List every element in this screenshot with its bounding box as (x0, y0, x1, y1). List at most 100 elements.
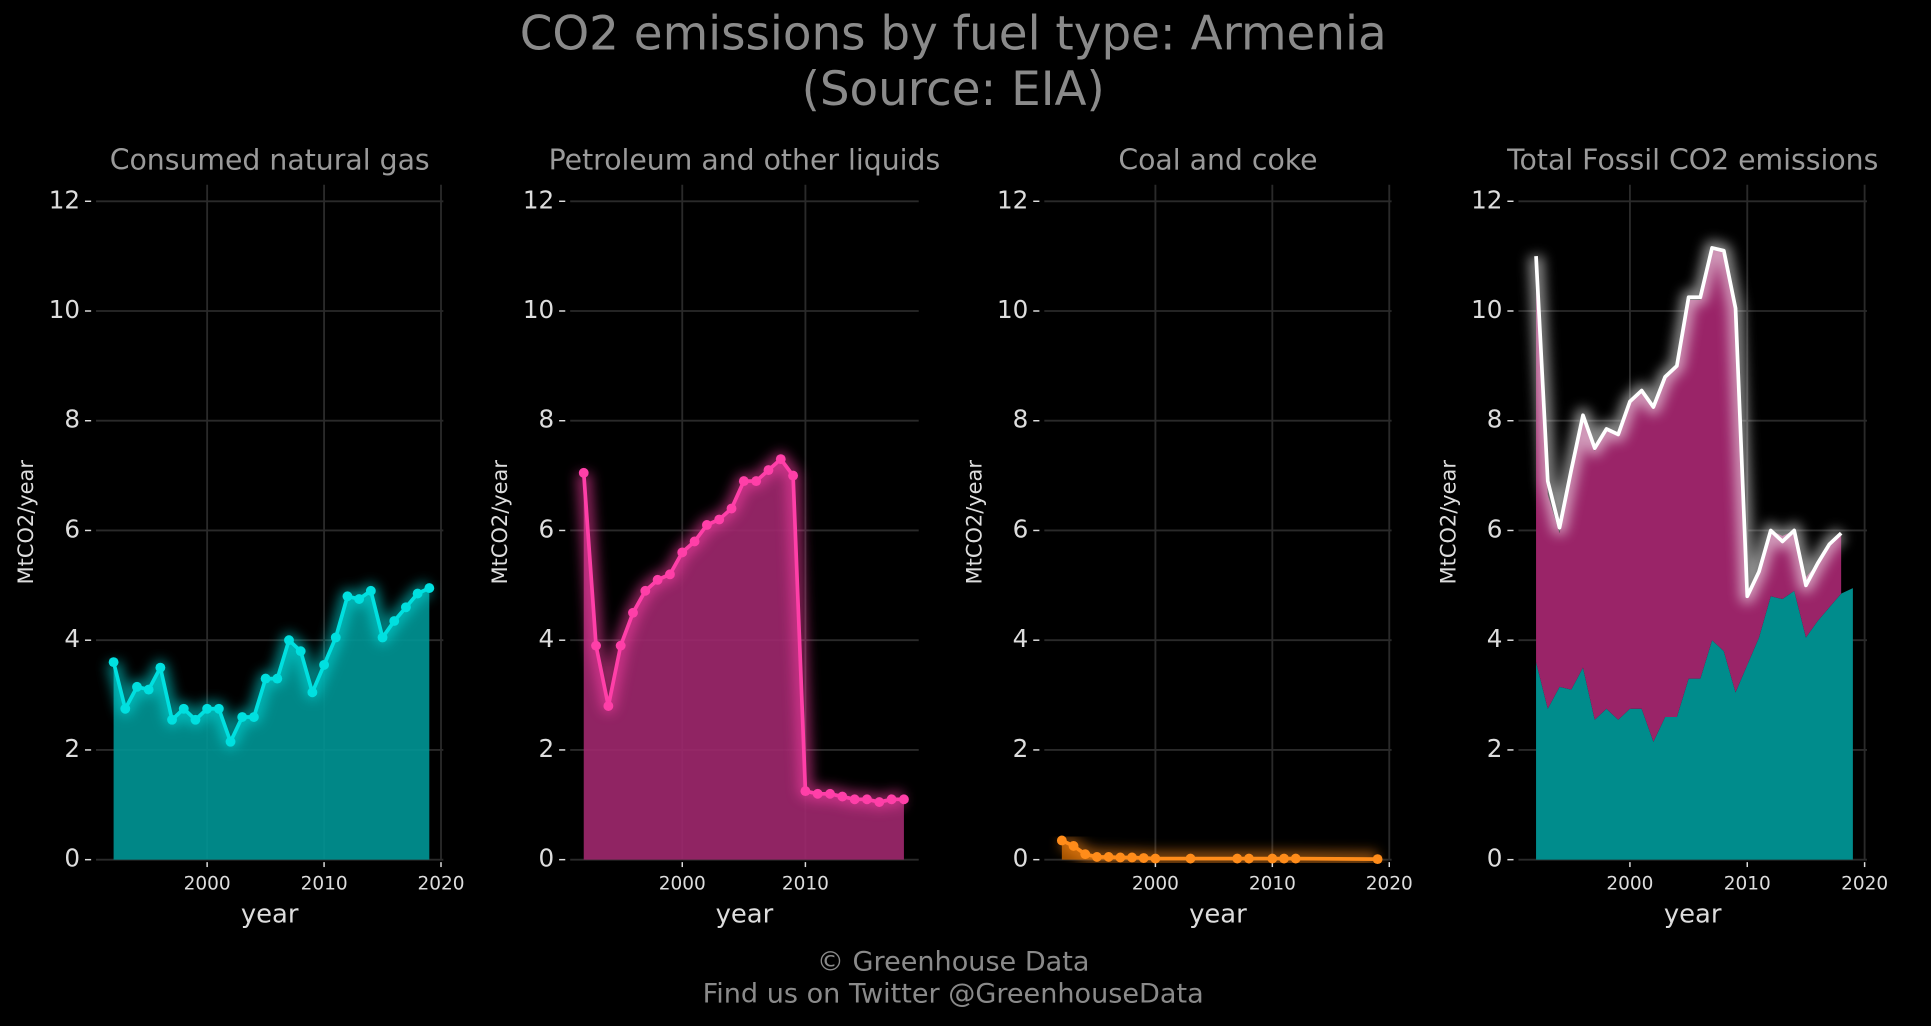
y-tick-label: 8 (1487, 405, 1503, 434)
y-tick-label: 2 (1013, 734, 1029, 763)
point (365, 585, 376, 596)
y-axis-label: MtCO2/year (1436, 460, 1460, 585)
point (701, 520, 712, 530)
panel-title: Total Fossil CO2 emissions (1506, 143, 1878, 176)
y-tick-label: 12 (997, 185, 1028, 214)
point (1185, 853, 1196, 864)
point (1290, 853, 1301, 864)
y-tick-label: 10 (49, 295, 80, 324)
point (237, 712, 248, 722)
point (1068, 841, 1079, 851)
point (389, 616, 400, 626)
y-tick-label: 4 (539, 624, 555, 653)
point (726, 503, 737, 514)
point (665, 569, 675, 580)
x-axis-label: year (1189, 900, 1247, 930)
point (603, 701, 614, 711)
y-tick-label: 8 (1013, 405, 1029, 434)
total-line (1534, 246, 1843, 599)
y-tick-label: 12 (1471, 185, 1502, 214)
point (1056, 835, 1067, 846)
point (1372, 854, 1383, 865)
credit: © Greenhouse Data (817, 947, 1090, 978)
y-tick-label: 2 (539, 734, 555, 763)
point (155, 662, 166, 673)
y-tick-label: 12 (523, 185, 554, 214)
y-tick-label: 10 (997, 295, 1028, 324)
y-tick-label: 6 (539, 514, 555, 543)
point (788, 470, 799, 481)
x-tick-label: 2010 (1249, 873, 1296, 894)
point (202, 703, 213, 714)
y-tick-label: 2 (1487, 734, 1503, 763)
point (132, 681, 142, 692)
y-axis-label: MtCO2/year (962, 460, 986, 585)
point (1244, 853, 1254, 864)
y-tick-label: 4 (1487, 624, 1503, 653)
point (763, 465, 774, 476)
x-tick-label: 2000 (1132, 873, 1179, 894)
point (412, 588, 423, 599)
x-tick-label: 2010 (1724, 873, 1771, 894)
x-tick-label: 2010 (782, 873, 829, 894)
point (800, 786, 811, 797)
credit: Find us on Twitter @GreenhouseData (703, 979, 1204, 1010)
y-tick-label: 0 (1487, 844, 1503, 873)
point (225, 736, 236, 747)
x-tick-label: 2010 (301, 873, 348, 894)
y-tick-label: 2 (64, 734, 80, 763)
point (143, 684, 154, 695)
x-tick-label: 2020 (1366, 873, 1413, 894)
stacked-area (1536, 588, 1853, 860)
point (167, 714, 177, 725)
point (120, 703, 131, 714)
point (628, 607, 638, 618)
point (400, 602, 411, 613)
point (862, 794, 872, 805)
panel-title: Petroleum and other liquids (549, 143, 941, 176)
y-tick-label: 6 (64, 514, 80, 543)
point (354, 594, 365, 604)
point (825, 788, 835, 799)
y-tick-label: 0 (1013, 844, 1029, 873)
point (424, 583, 435, 594)
point (652, 574, 663, 585)
point (1138, 853, 1149, 863)
point (874, 797, 885, 807)
point (751, 476, 762, 487)
x-axis-label: year (716, 900, 774, 930)
point (1232, 853, 1243, 864)
x-axis-label: year (241, 900, 299, 930)
point (295, 646, 306, 657)
point (578, 467, 589, 478)
y-tick-label: 8 (539, 405, 555, 434)
title: CO2 emissions by fuel type: Armenia (520, 8, 1387, 62)
y-tick-label: 0 (539, 844, 555, 873)
point (898, 794, 909, 805)
title: (Source: EIA) (802, 63, 1105, 117)
point (812, 788, 823, 799)
panel-title: Consumed natural gas (110, 143, 430, 176)
point (213, 703, 224, 714)
point (689, 536, 700, 547)
point (190, 714, 201, 725)
stacked-area (1536, 250, 1842, 742)
point (640, 585, 651, 596)
point (1150, 853, 1161, 864)
y-tick-label: 8 (64, 405, 80, 434)
y-tick-label: 4 (64, 624, 80, 653)
point (330, 632, 341, 643)
point (284, 635, 294, 646)
area (113, 588, 430, 860)
point (837, 791, 848, 802)
point (307, 687, 318, 698)
point (677, 547, 688, 558)
point (178, 703, 189, 714)
x-tick-label: 2000 (184, 873, 231, 894)
point (1080, 849, 1091, 860)
point (1103, 851, 1114, 862)
x-tick-label: 2020 (1841, 873, 1888, 894)
point (319, 659, 329, 670)
point (714, 514, 725, 525)
